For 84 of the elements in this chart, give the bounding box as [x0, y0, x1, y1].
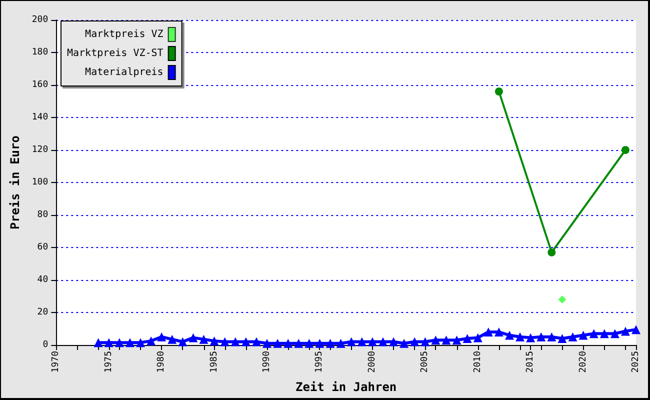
- y-tick-label: 140: [32, 112, 48, 122]
- x-tick-label: 2000: [367, 351, 378, 373]
- point: [188, 333, 198, 342]
- point: [548, 248, 556, 256]
- point: [410, 337, 420, 346]
- point: [210, 336, 219, 346]
- legend-label: Marktpreis VZ-ST: [67, 48, 164, 59]
- point: [315, 338, 324, 348]
- x-tick-label: 1980: [156, 351, 167, 373]
- point: [620, 326, 630, 336]
- x-tick-label: 1975: [104, 351, 114, 373]
- point: [368, 337, 377, 346]
- point: [94, 338, 103, 348]
- point: [462, 334, 472, 343]
- point: [526, 333, 536, 342]
- point: [504, 330, 514, 340]
- y-tick-label: 0: [42, 340, 48, 350]
- point: [547, 332, 556, 342]
- point: [610, 329, 620, 338]
- point: [157, 332, 166, 342]
- point: [558, 334, 567, 343]
- point: [558, 296, 566, 304]
- point: [220, 337, 230, 346]
- point: [262, 338, 272, 348]
- point: [294, 338, 304, 348]
- point: [473, 333, 482, 342]
- point: [420, 337, 430, 346]
- point: [378, 337, 388, 346]
- y-tick-label: 120: [32, 145, 48, 155]
- y-tick-label: 40: [37, 275, 48, 285]
- point: [168, 334, 177, 344]
- point: [178, 337, 188, 346]
- x-tick-label: 2010: [472, 351, 483, 373]
- point: [536, 332, 546, 342]
- point: [284, 338, 293, 348]
- legend-label: Marktpreis VZ: [85, 29, 164, 40]
- y-axis-title: Preis in Euro: [8, 136, 22, 230]
- point: [304, 338, 314, 348]
- point: [494, 88, 503, 96]
- x-tick-label: 1990: [262, 351, 272, 373]
- point: [230, 337, 240, 346]
- point: [516, 332, 525, 342]
- point: [241, 337, 250, 346]
- point: [600, 329, 609, 338]
- point: [326, 338, 335, 348]
- x-tick-label: 1995: [314, 351, 325, 373]
- x-tick-label: 2020: [578, 351, 588, 373]
- point: [336, 338, 346, 348]
- x-tick-label: 2015: [526, 351, 536, 373]
- point: [136, 338, 145, 348]
- y-tick-label: 20: [37, 308, 48, 318]
- point: [484, 328, 493, 336]
- point: [389, 337, 398, 346]
- point: [146, 336, 156, 346]
- point: [589, 329, 598, 338]
- point: [346, 337, 356, 346]
- point: [273, 338, 282, 348]
- y-tick-label: 80: [37, 210, 48, 220]
- point: [442, 336, 451, 345]
- point: [578, 330, 588, 340]
- point: [114, 338, 124, 348]
- point: [632, 325, 640, 334]
- y-tick-label: 100: [32, 178, 48, 188]
- point: [431, 336, 440, 345]
- point: [452, 336, 462, 345]
- y-tick-label: 60: [37, 242, 48, 252]
- point: [494, 328, 504, 336]
- x-tick-label: 2025: [631, 351, 641, 373]
- point: [252, 337, 261, 346]
- point: [568, 332, 578, 342]
- x-tick-label: 1970: [51, 351, 62, 373]
- x-tick-label: 2005: [420, 351, 430, 373]
- x-tick-label: 1985: [209, 351, 220, 373]
- point: [199, 334, 208, 344]
- point: [400, 338, 409, 348]
- point: [125, 338, 134, 348]
- y-tick-label: 160: [32, 80, 48, 90]
- y-tick-label: 180: [32, 48, 48, 58]
- point: [357, 337, 366, 346]
- point: [104, 338, 114, 348]
- x-axis-title: Zeit in Jahren: [296, 380, 397, 394]
- y-tick-label: 200: [32, 15, 48, 25]
- legend-label: Materialpreis: [85, 67, 164, 78]
- point: [621, 146, 630, 154]
